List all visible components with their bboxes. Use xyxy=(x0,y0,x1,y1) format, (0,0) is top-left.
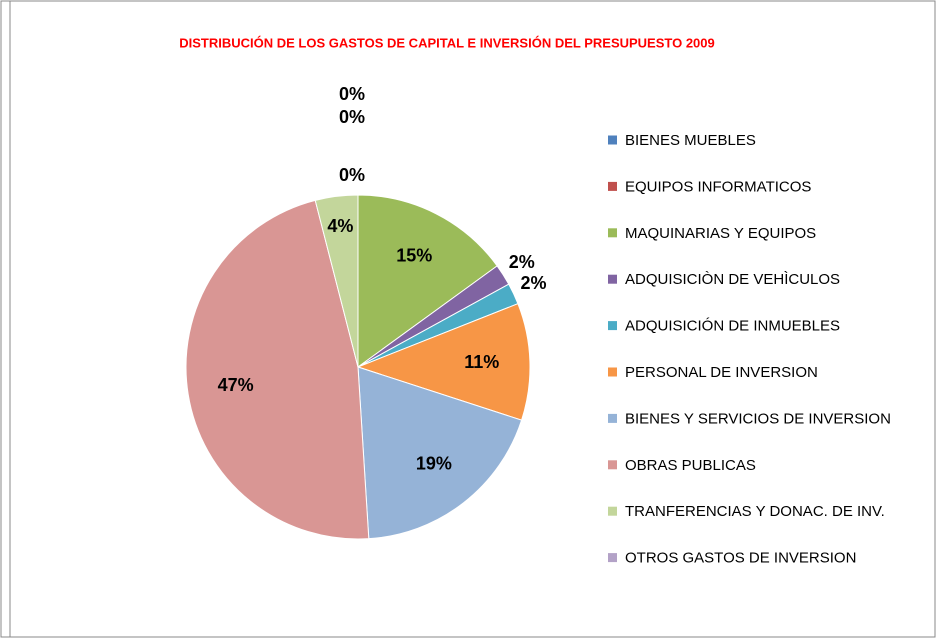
legend-swatch xyxy=(608,321,617,331)
legend-label: EQUIPOS INFORMATICOS xyxy=(625,178,811,195)
legend-swatch xyxy=(608,135,617,145)
data-label: 47% xyxy=(218,375,254,395)
data-label: 15% xyxy=(396,245,432,265)
legend-label: ADQUISICIÓN DE INMUEBLES xyxy=(625,318,840,335)
chart-title: DISTRIBUCIÓN DE LOS GASTOS DE CAPITAL E … xyxy=(179,35,715,50)
legend-label: BIENES MUEBLES xyxy=(625,132,756,149)
legend-swatch xyxy=(608,413,617,423)
data-label: 2% xyxy=(521,273,547,293)
legend-swatch xyxy=(608,228,617,238)
legend-swatch xyxy=(608,367,617,377)
data-label: 0% xyxy=(339,165,365,185)
data-label: 11% xyxy=(464,352,499,372)
legend-swatch xyxy=(608,553,617,563)
data-label: 4% xyxy=(327,216,353,236)
legend-label: PERSONAL DE INVERSION xyxy=(625,364,818,381)
pie-slice xyxy=(185,199,370,540)
pie-slice xyxy=(356,303,531,421)
legend-swatch xyxy=(608,181,617,191)
legend-label: OTROS GASTOS DE INVERSION xyxy=(625,550,856,567)
legend-label: MAQUINARIAS Y EQUIPOS xyxy=(625,225,816,242)
data-label: 2% xyxy=(509,252,535,272)
pie-slice xyxy=(357,194,498,368)
data-label: 19% xyxy=(416,454,452,474)
legend-swatch xyxy=(608,274,617,284)
legend-swatch xyxy=(608,460,617,470)
legend-label: OBRAS PUBLICAS xyxy=(625,457,756,474)
data-label: 0% xyxy=(339,84,365,104)
legend-label: ADQUISICIÒN DE VEHÌCULOS xyxy=(625,271,840,288)
data-label: 0% xyxy=(339,107,365,127)
legend-label: TRANFERENCIAS Y DONAC. DE INV. xyxy=(625,503,885,520)
pie-slice xyxy=(314,194,359,368)
pie-slice xyxy=(357,366,523,540)
legend-swatch xyxy=(608,506,617,516)
legend-label: BIENES Y SERVICIOS DE INVERSION xyxy=(625,410,891,427)
